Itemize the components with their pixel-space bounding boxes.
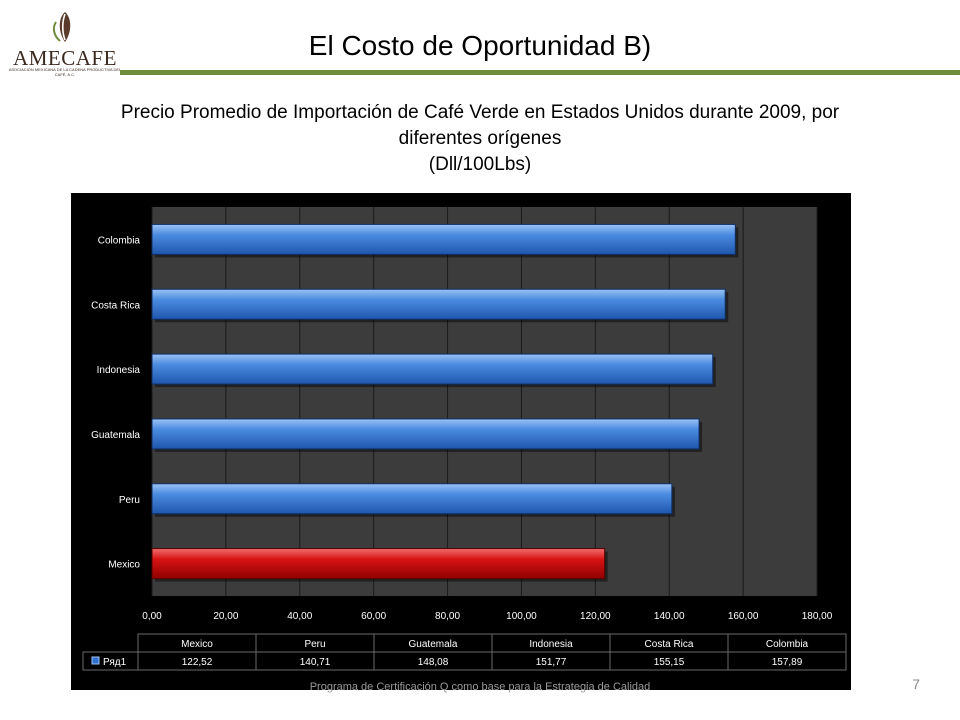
bar-mexico — [151, 548, 606, 580]
data-table-category: Peru — [304, 639, 325, 650]
data-table-category: Colombia — [766, 639, 809, 650]
bar-indonesia — [151, 353, 714, 385]
data-table-value: 148,08 — [418, 657, 449, 668]
data-table-value: 122,52 — [182, 657, 213, 668]
chart-subtitle: Precio Promedio de Importación de Café V… — [40, 100, 920, 178]
y-category-label: Guatemala — [91, 430, 140, 441]
y-category-label: Indonesia — [97, 365, 141, 376]
y-category-label: Mexico — [108, 560, 140, 571]
y-category-label: Costa Rica — [91, 300, 140, 311]
bar-costa-rica — [151, 288, 726, 320]
subtitle-line-2: diferentes orígenes — [398, 128, 562, 149]
subtitle-line-1: Precio Promedio de Importación de Café V… — [120, 102, 840, 123]
x-tick-label: 0,00 — [142, 611, 162, 622]
title-rule — [120, 70, 960, 75]
data-table-category: Costa Rica — [645, 639, 694, 650]
x-tick-label: 80,00 — [435, 611, 460, 622]
bar-colombia — [151, 223, 736, 255]
logo-text: AMECAFE — [13, 46, 117, 70]
subtitle-line-3: (Dll/100Lbs) — [428, 154, 532, 175]
footer-text: Programa de Certificación Q como base pa… — [309, 681, 651, 693]
bar-chart: 0,00 20,00 40,00 60,00 80,00 100,00 120,00 140,… — [82, 207, 847, 671]
data-table-category: Guatemala — [409, 639, 458, 650]
bar-peru — [151, 483, 673, 515]
x-tick-label: 60,00 — [361, 611, 386, 622]
x-tick-label: 100,00 — [506, 611, 537, 622]
page-number: 7 — [912, 676, 920, 692]
x-tick-label: 160,00 — [728, 611, 759, 622]
x-tick-label: 180,00 — [802, 611, 833, 622]
series-name: Ряд1 — [103, 657, 127, 668]
slide-title: El Costo de Oportunidad B) — [308, 30, 652, 61]
data-table-value: 140,71 — [300, 657, 331, 668]
logo-subtext: ASOCIACIÓN MEXICANA DE LA CADENA PRODUCT… — [8, 67, 122, 77]
data-table-value: 151,77 — [536, 657, 567, 668]
x-tick-label: 140,00 — [654, 611, 685, 622]
x-tick-label: 40,00 — [287, 611, 312, 622]
amecafe-logo: AMECAFE ASOCIACIÓN MEXICANA DE LA CADENA… — [4, 8, 126, 77]
chart-frame: 0,00 20,00 40,00 60,00 80,00 100,00 120,00 140,… — [71, 193, 851, 690]
data-table-category: Mexico — [181, 639, 213, 650]
plot-area — [152, 207, 817, 596]
x-tick-label: 120,00 — [580, 611, 611, 622]
y-category-label: Colombia — [98, 235, 141, 246]
coffee-leaf-icon — [52, 12, 71, 42]
legend-key — [91, 656, 100, 665]
bar-guatemala — [151, 418, 700, 450]
data-table-value: 157,89 — [772, 657, 803, 668]
y-category-label: Peru — [119, 495, 140, 506]
x-tick-label: 20,00 — [213, 611, 238, 622]
data-table-category: Indonesia — [529, 639, 573, 650]
data-table-value: 155,15 — [654, 657, 685, 668]
